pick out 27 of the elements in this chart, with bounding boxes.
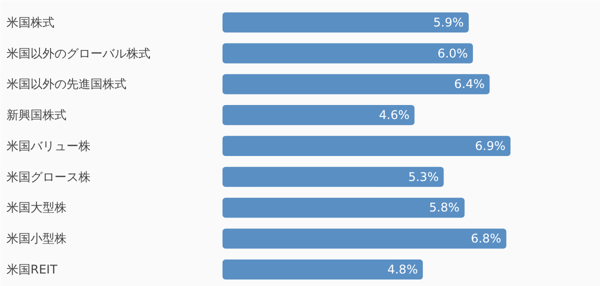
data-label: 6.9%: [475, 138, 506, 153]
data-label: 5.9%: [433, 15, 464, 30]
y-tick-label: 米国以外の先進国株式: [6, 77, 126, 92]
bar: [222, 166, 444, 187]
data-label: 5.8%: [429, 200, 460, 215]
y-tick-label: 米国REIT: [6, 262, 58, 277]
bar: [222, 259, 423, 280]
bar: [222, 43, 473, 64]
y-tick-label: 米国バリュー株: [6, 138, 90, 153]
bar: [222, 12, 469, 32]
data-label: 6.0%: [437, 46, 468, 60]
data-label: 6.8%: [470, 232, 502, 246]
data-label: 4.6%: [379, 108, 410, 122]
bar: [222, 198, 465, 218]
data-label: 6.4%: [454, 77, 485, 92]
data-label: 5.3%: [408, 170, 439, 184]
bar: [222, 74, 490, 94]
y-tick-label: 新興国株式: [6, 108, 66, 122]
y-tick-label: 米国株式: [6, 15, 54, 30]
bar: [222, 105, 414, 126]
bar: [222, 136, 510, 156]
y-tick-label: 米国小型株: [6, 232, 66, 246]
y-tick-label: 米国以外のグローバル株式: [6, 46, 150, 60]
bar: [222, 228, 506, 249]
y-tick-label: 米国グロース株: [6, 170, 90, 184]
data-label: 4.8%: [387, 262, 418, 277]
y-tick-label: 米国大型株: [6, 200, 66, 215]
